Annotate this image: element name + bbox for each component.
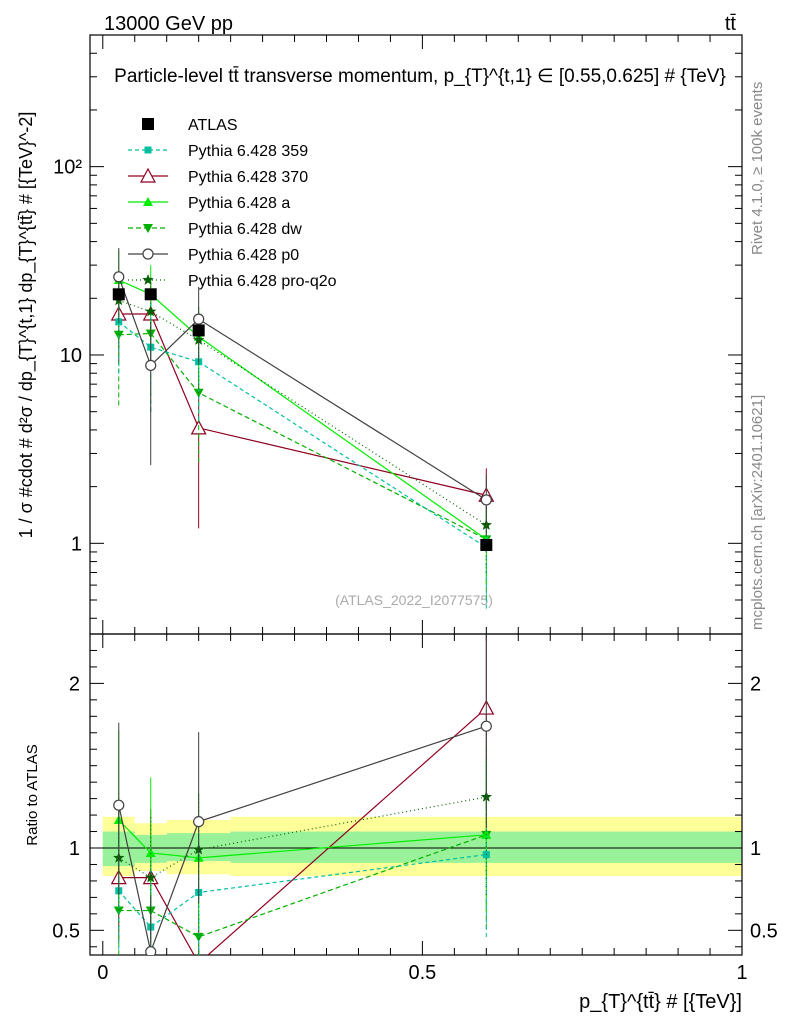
data-point — [145, 359, 157, 372]
data-point — [112, 288, 125, 301]
ratio-series-line — [118, 819, 487, 859]
main-panel: 1 10 10² — [53, 34, 743, 635]
watermark: (ATLAS_2022_I2077575) — [335, 592, 493, 608]
ratio-ytick-label-right: 1 — [750, 838, 761, 860]
x-axis-label: p_{T}^{tt̄} # [{TeV}] — [579, 991, 742, 1013]
main-ytick-label: 10² — [53, 157, 82, 179]
legend-marker — [143, 197, 153, 206]
series-ratio-5 — [113, 634, 492, 955]
main-ytick-label: 10 — [60, 345, 82, 367]
legend-marker — [144, 146, 152, 154]
xtick-label: 0 — [97, 962, 108, 984]
header-left: 13000 GeV pp — [104, 13, 233, 35]
legend-marker — [142, 248, 154, 260]
ratio-point — [193, 932, 204, 942]
series-main-1 — [115, 280, 490, 609]
legend-marker — [142, 274, 154, 285]
data-point — [113, 271, 125, 283]
legend-label: Pythia 6.428 359 — [188, 143, 308, 160]
series-main-5 — [113, 247, 492, 536]
data-point — [192, 324, 205, 337]
legend-label: Pythia 6.428 370 — [188, 169, 308, 186]
ratio-series-line — [118, 834, 487, 938]
mcplots-label: mcplots.cern.ch [arXiv:2401.10621] — [749, 395, 766, 630]
series-line — [118, 299, 487, 526]
legend-marker — [143, 224, 153, 233]
ratio-panel: 0 0.5 10.5 0.51 12 2 — [52, 35, 778, 984]
ratio-point — [113, 799, 125, 811]
main-ytick-label: 1 — [71, 533, 82, 555]
ratio-point — [198, 954, 199, 955]
series-main-0 — [112, 288, 493, 551]
ratio-ytick-label: 2 — [69, 673, 80, 695]
data-point — [480, 538, 493, 551]
data-point — [193, 388, 204, 398]
legend: ATLAS Pythia 6.428 359 Pythia 6.428 370 Pyt… — [128, 117, 337, 290]
legend-label: Pythia 6.428 p0 — [188, 247, 299, 264]
ratio-point — [145, 847, 156, 857]
legend-label: Pythia 6.428 pro-q2o — [188, 273, 337, 290]
series-line — [118, 313, 487, 496]
ratio-point — [193, 816, 205, 828]
ratio-frame — [89, 633, 743, 956]
series-main-2 — [110, 276, 495, 529]
ratio-ylabel: Ratio to ATLAS — [24, 744, 41, 845]
series-line — [118, 279, 487, 540]
legend-marker — [139, 167, 157, 183]
ratio-ytick-label: 0.5 — [52, 920, 80, 942]
ratio-band-inner — [102, 831, 743, 867]
xtick-label: 1 — [736, 962, 747, 984]
ratio-series-line — [118, 725, 487, 954]
legend-label: Pythia 6.428 a — [188, 195, 290, 212]
series-main-4 — [113, 294, 492, 601]
ratio-point — [145, 871, 157, 883]
ratio-point — [480, 720, 492, 732]
series-line — [118, 332, 487, 540]
legend-label: ATLAS — [188, 117, 238, 134]
series-main-6 — [113, 270, 492, 573]
series-line — [118, 276, 487, 501]
ratio-ytick-label-right: 0.5 — [750, 920, 778, 942]
ratio-ytick-label: 1 — [69, 838, 80, 860]
main-ylabel: 1 / σ #cdot # d²σ / dp_{T}^{t,1} dp_{T}^… — [16, 112, 37, 539]
rivet-label: Rivet 4.1.0, ≥ 100k events — [749, 82, 766, 255]
data-point — [145, 305, 157, 317]
data-point — [480, 494, 492, 506]
plot-title: Particle-level tt̄ transverse momentum, … — [114, 66, 726, 87]
ratio-ytick-label-right: 2 — [750, 673, 761, 695]
legend-label: Pythia 6.428 dw — [188, 221, 302, 238]
legend-marker — [142, 118, 154, 130]
data-point — [144, 288, 157, 301]
ratio-series-line — [118, 853, 487, 928]
series-ratio-2 — [110, 634, 495, 955]
ratio-point — [145, 946, 157, 955]
xtick-label: 0.5 — [408, 962, 436, 984]
header-right: tt̄ — [725, 13, 737, 35]
series-line — [118, 321, 487, 549]
data-point — [193, 313, 205, 325]
series-main-3 — [113, 250, 492, 586]
